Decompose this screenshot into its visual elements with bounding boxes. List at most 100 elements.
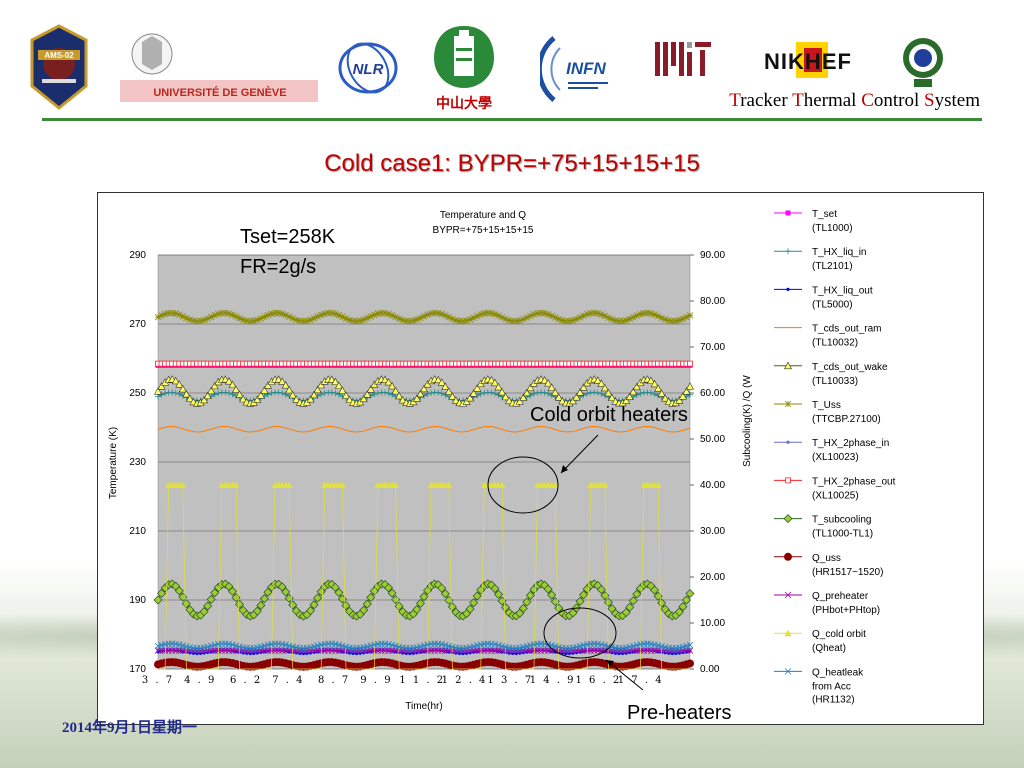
svg-text:NIKHEF: NIKHEF — [764, 49, 852, 74]
data-point — [444, 387, 453, 395]
data-point — [654, 384, 663, 392]
legend-sublabel: (TL1000-TL1) — [812, 529, 873, 540]
data-point — [334, 587, 344, 597]
data-point — [507, 651, 511, 655]
data-point — [488, 389, 495, 396]
data-point — [451, 396, 460, 404]
data-point — [199, 607, 209, 617]
cold-orbit-heaters-circle — [487, 456, 559, 514]
data-point — [469, 598, 479, 608]
legend-marker — [784, 591, 792, 599]
data-point — [235, 390, 244, 398]
data-point — [371, 311, 378, 319]
data-point — [186, 316, 194, 323]
data-point — [449, 315, 456, 323]
data-point — [647, 310, 655, 317]
data-point — [617, 651, 621, 656]
data-point — [650, 379, 659, 388]
data-point — [629, 387, 638, 396]
legend-label: T_HX_2phase_out — [812, 476, 896, 487]
data-point — [332, 390, 339, 397]
data-point — [174, 586, 184, 596]
data-point — [412, 605, 422, 615]
data-point — [678, 392, 687, 400]
data-point — [522, 597, 532, 607]
data-point — [385, 390, 392, 397]
series-q_preheater — [154, 647, 694, 654]
data-point — [654, 481, 662, 488]
data-point — [490, 584, 500, 594]
legend-marker — [783, 361, 793, 370]
data-point — [515, 397, 524, 405]
data-point — [437, 378, 446, 386]
data-point — [670, 651, 674, 656]
data-point — [313, 593, 323, 603]
data-point — [445, 481, 453, 488]
data-point — [687, 360, 693, 367]
data-point — [579, 383, 588, 391]
data-point — [363, 390, 372, 398]
legend-sublabel: (XL10025) — [812, 490, 859, 501]
x-tick-label: 4 . 9 — [184, 675, 216, 686]
data-point — [384, 583, 394, 593]
data-point — [359, 605, 369, 615]
data-point — [158, 391, 165, 398]
y-axis-ticks: 170 190 210 230 250 270 290 — [129, 250, 146, 675]
data-point — [463, 317, 470, 324]
y2-axis-ticks: 0.00 10.00 20.00 30.00 40.00 50.00 60.00 70.00 8… — [690, 250, 725, 675]
logo-bar: AMS-02 UNIVERSITÉ DE GENÈVE NLR 中山大學 INF… — [0, 10, 1024, 120]
y-tick-label: 210 — [129, 526, 146, 537]
data-point — [686, 641, 694, 649]
legend-sublabel: (PHbot+PHtop) — [812, 605, 880, 616]
y-tick-label: 170 — [129, 664, 146, 675]
legend-label: T_subcooling — [812, 515, 871, 526]
nikhef-logo: NIKHEF — [748, 38, 868, 82]
data-point — [632, 382, 641, 391]
data-point — [327, 375, 336, 383]
series-q_cold-orbit — [158, 481, 690, 670]
series-line — [157, 425, 691, 433]
data-point — [412, 394, 421, 402]
legend-marker — [784, 629, 792, 637]
y-tick-label: 270 — [129, 319, 146, 330]
data-point — [292, 395, 301, 403]
data-point — [511, 651, 515, 656]
y-tick-label: 190 — [129, 595, 146, 606]
data-point — [345, 395, 354, 404]
data-point — [278, 377, 287, 385]
data-point — [232, 481, 240, 488]
legend-label: Q_heatleak — [812, 667, 864, 678]
data-point — [576, 388, 585, 396]
data-point — [560, 651, 564, 655]
data-point — [391, 386, 400, 395]
data-point — [625, 602, 635, 612]
x-tick-label: 1 1 . 2 — [399, 675, 445, 686]
data-point — [385, 310, 392, 318]
data-point — [687, 391, 693, 398]
data-point — [248, 651, 252, 656]
data-point — [547, 383, 556, 391]
data-point — [518, 651, 522, 655]
legend-label: T_Uss — [812, 400, 841, 411]
legend-sublabel: (TL1000) — [812, 223, 853, 234]
data-point — [181, 599, 191, 609]
data-point — [277, 582, 287, 592]
data-point — [466, 393, 475, 402]
data-point — [263, 381, 272, 389]
data-point — [682, 387, 691, 395]
data-point — [307, 316, 314, 324]
data-point — [332, 310, 339, 318]
data-point — [541, 389, 548, 396]
y2-tick-label: 70.00 — [700, 342, 725, 353]
data-point — [200, 316, 208, 324]
data-point — [564, 651, 568, 656]
data-point — [650, 585, 660, 595]
data-point — [171, 376, 180, 385]
data-point — [613, 651, 618, 655]
svg-text:UNIVERSITÉ DE GENÈVE: UNIVERSITÉ DE GENÈVE — [153, 86, 286, 99]
data-point — [305, 651, 309, 655]
data-point — [172, 389, 179, 396]
data-point — [157, 588, 167, 598]
data-point — [200, 395, 209, 404]
data-point — [596, 585, 606, 595]
